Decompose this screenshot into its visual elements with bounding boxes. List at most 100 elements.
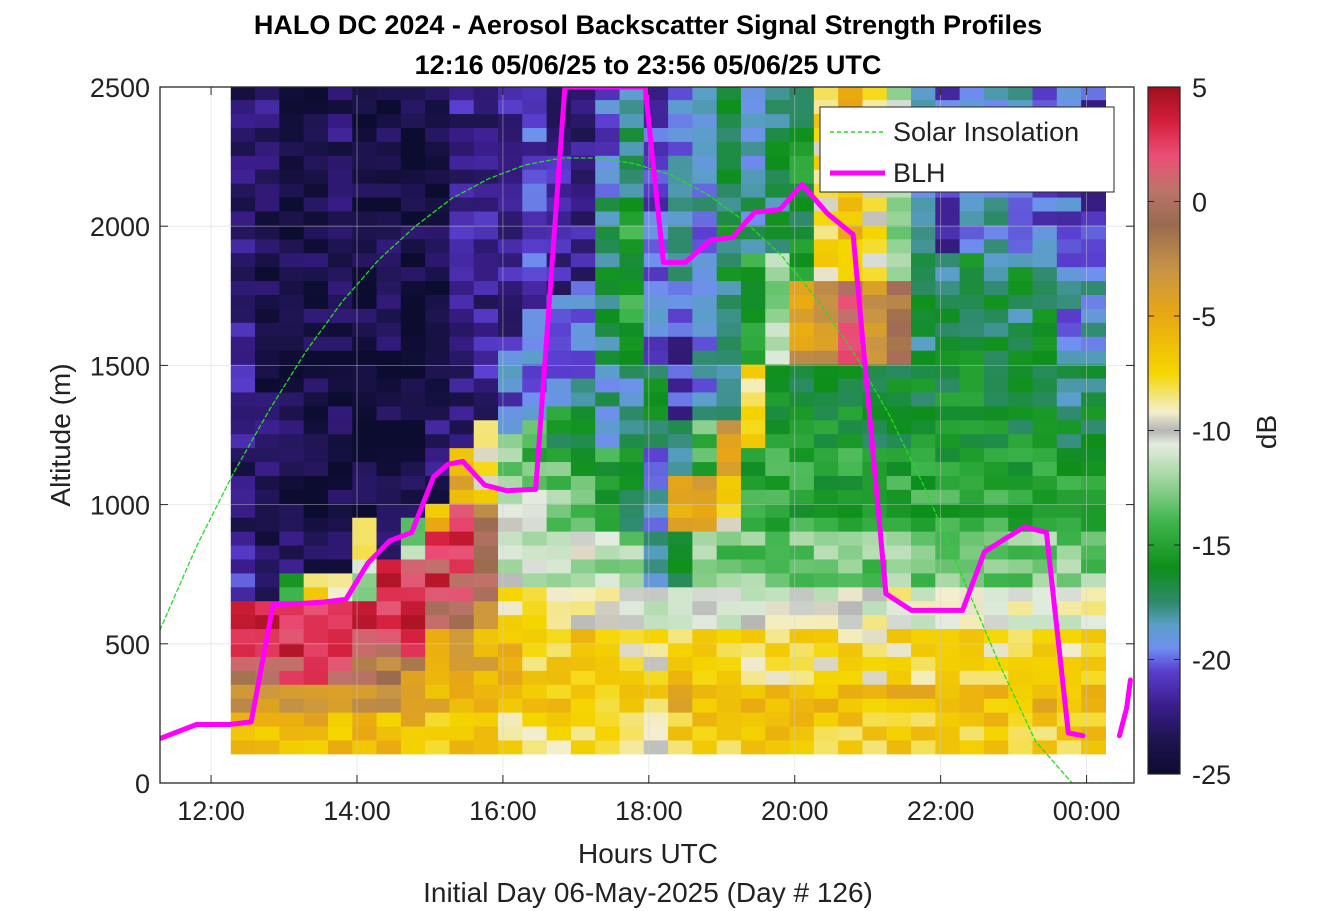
heatmap-cell: [376, 670, 402, 685]
heatmap-cell: [692, 377, 718, 393]
heatmap-cell: [789, 308, 815, 323]
heatmap-cell: [911, 489, 936, 504]
heatmap-cell: [813, 364, 839, 379]
heatmap-cell: [570, 238, 596, 254]
heatmap-cell: [765, 405, 791, 421]
heatmap-cell: [1081, 350, 1106, 365]
heatmap-cell: [765, 183, 791, 198]
heatmap-cell: [765, 391, 791, 407]
heatmap-cell: [643, 433, 669, 449]
heatmap-cell: [522, 224, 548, 240]
heatmap-cell: [911, 419, 936, 435]
heatmap-cell: [692, 391, 718, 407]
heatmap-cell: [303, 238, 329, 254]
heatmap-cell: [279, 489, 305, 504]
heatmap-cell: [838, 684, 864, 699]
heatmap-cell: [668, 99, 693, 115]
heatmap-cell: [400, 475, 426, 490]
heatmap-cell: [643, 87, 669, 101]
heatmap-cell: [1032, 391, 1058, 407]
colorbar-ticks: 50-5-10-15-20-25: [1148, 73, 1231, 790]
heatmap-cell: [643, 308, 669, 323]
heatmap-cell: [838, 558, 864, 574]
heatmap-cell: [1008, 364, 1034, 379]
heatmap-cell: [935, 405, 961, 421]
heatmap-cell: [498, 572, 523, 588]
heatmap-cell: [230, 141, 256, 156]
heatmap-cell: [473, 377, 499, 393]
heatmap-cell: [1081, 280, 1106, 296]
heatmap-cell: [959, 322, 985, 337]
colorbar-tick-label: -20: [1192, 646, 1231, 676]
heatmap-cell: [692, 308, 718, 323]
heatmap-cell: [352, 614, 378, 630]
heatmap-cell: [935, 224, 961, 240]
heatmap-cell: [765, 308, 791, 323]
heatmap-cell: [1032, 419, 1058, 435]
heatmap-cell: [327, 113, 353, 128]
heatmap-cell: [546, 433, 572, 449]
heatmap-cell: [376, 350, 402, 365]
heatmap-cell: [546, 600, 572, 616]
heatmap-cell: [983, 238, 1009, 254]
heatmap-cell: [959, 656, 985, 671]
heatmap-cell: [789, 391, 815, 407]
heatmap-cell: [619, 127, 645, 142]
heatmap-cell: [473, 405, 499, 421]
heatmap-cell: [668, 196, 693, 212]
heatmap-cell: [959, 670, 985, 685]
x-axis-label: Hours UTC: [578, 838, 718, 869]
heatmap-cell: [959, 350, 985, 365]
heatmap-cell: [983, 447, 1009, 463]
heatmap-cell: [619, 433, 645, 449]
heatmap-cell: [716, 210, 742, 226]
heatmap-cell: [279, 252, 305, 268]
heatmap-cell: [595, 210, 621, 226]
heatmap-cell: [522, 670, 548, 685]
heatmap-cell: [1081, 364, 1106, 379]
legend-label-blh: BLH: [893, 158, 946, 188]
heatmap-cell: [838, 698, 864, 713]
heatmap-cell: [813, 322, 839, 337]
heatmap-cell: [425, 113, 451, 128]
heatmap-cell: [911, 517, 936, 532]
heatmap-cell: [789, 531, 815, 546]
heatmap-cell: [886, 377, 912, 393]
heatmap-cell: [255, 336, 280, 351]
heatmap-cell: [230, 183, 256, 198]
heatmap-cell: [959, 712, 985, 727]
heatmap-cell: [716, 628, 742, 644]
heatmap-cell: [498, 238, 523, 254]
heatmap-cell: [595, 294, 621, 309]
heatmap-cell: [303, 196, 329, 212]
heatmap-cell: [983, 517, 1009, 532]
heatmap-cell: [668, 489, 693, 504]
heatmap-cell: [716, 531, 742, 546]
heatmap-cell: [498, 99, 523, 115]
heatmap-cell: [255, 294, 280, 309]
heatmap-cell: [400, 169, 426, 184]
heatmap-cell: [983, 336, 1009, 351]
heatmap-cell: [935, 503, 961, 518]
heatmap-cell: [279, 544, 305, 560]
heatmap-cell: [498, 531, 523, 546]
heatmap-cell: [619, 224, 645, 240]
heatmap-cell: [352, 698, 378, 713]
heatmap-cell: [765, 544, 791, 560]
heatmap-cell: [740, 739, 766, 755]
heatmap-cell: [740, 364, 766, 379]
heatmap-cell: [886, 712, 912, 727]
heatmap-cell: [522, 656, 548, 671]
heatmap-cell: [255, 517, 280, 532]
heatmap-cell: [1008, 656, 1034, 671]
heatmap-cell: [692, 503, 718, 518]
heatmap-cell: [789, 656, 815, 671]
heatmap-cell: [959, 308, 985, 323]
heatmap-cell: [327, 141, 353, 156]
heatmap-cell: [425, 87, 451, 101]
heatmap-cell: [303, 280, 329, 296]
heatmap-cell: [1008, 419, 1034, 435]
heatmap-cell: [327, 364, 353, 379]
heatmap-cell: [911, 461, 936, 476]
heatmap-cell: [279, 87, 305, 101]
